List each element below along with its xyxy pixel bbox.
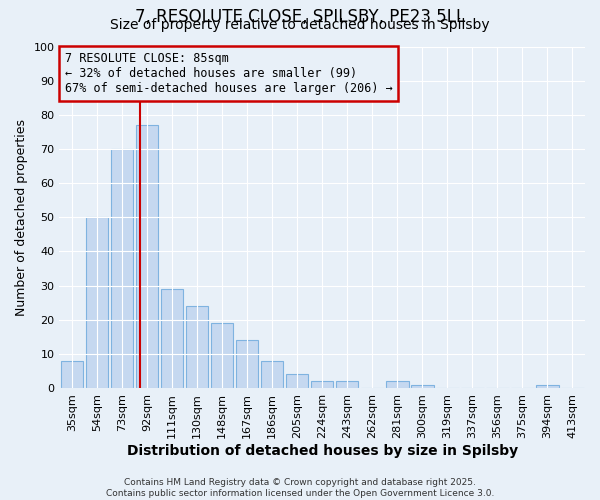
Bar xyxy=(111,149,133,388)
Text: 7 RESOLUTE CLOSE: 85sqm
← 32% of detached houses are smaller (99)
67% of semi-de: 7 RESOLUTE CLOSE: 85sqm ← 32% of detache… xyxy=(65,52,392,94)
Bar xyxy=(161,289,184,388)
Text: Contains HM Land Registry data © Crown copyright and database right 2025.
Contai: Contains HM Land Registry data © Crown c… xyxy=(106,478,494,498)
Text: Size of property relative to detached houses in Spilsby: Size of property relative to detached ho… xyxy=(110,18,490,32)
X-axis label: Distribution of detached houses by size in Spilsby: Distribution of detached houses by size … xyxy=(127,444,518,458)
Bar xyxy=(61,360,83,388)
Bar xyxy=(136,125,158,388)
Bar xyxy=(286,374,308,388)
Bar xyxy=(211,323,233,388)
Y-axis label: Number of detached properties: Number of detached properties xyxy=(15,118,28,316)
Bar xyxy=(86,217,108,388)
Text: 7, RESOLUTE CLOSE, SPILSBY, PE23 5LL: 7, RESOLUTE CLOSE, SPILSBY, PE23 5LL xyxy=(135,8,465,26)
Bar xyxy=(186,306,208,388)
Bar xyxy=(536,384,559,388)
Bar xyxy=(386,381,409,388)
Bar xyxy=(311,381,334,388)
Bar xyxy=(336,381,358,388)
Bar xyxy=(236,340,259,388)
Bar xyxy=(411,384,434,388)
Bar xyxy=(261,360,283,388)
